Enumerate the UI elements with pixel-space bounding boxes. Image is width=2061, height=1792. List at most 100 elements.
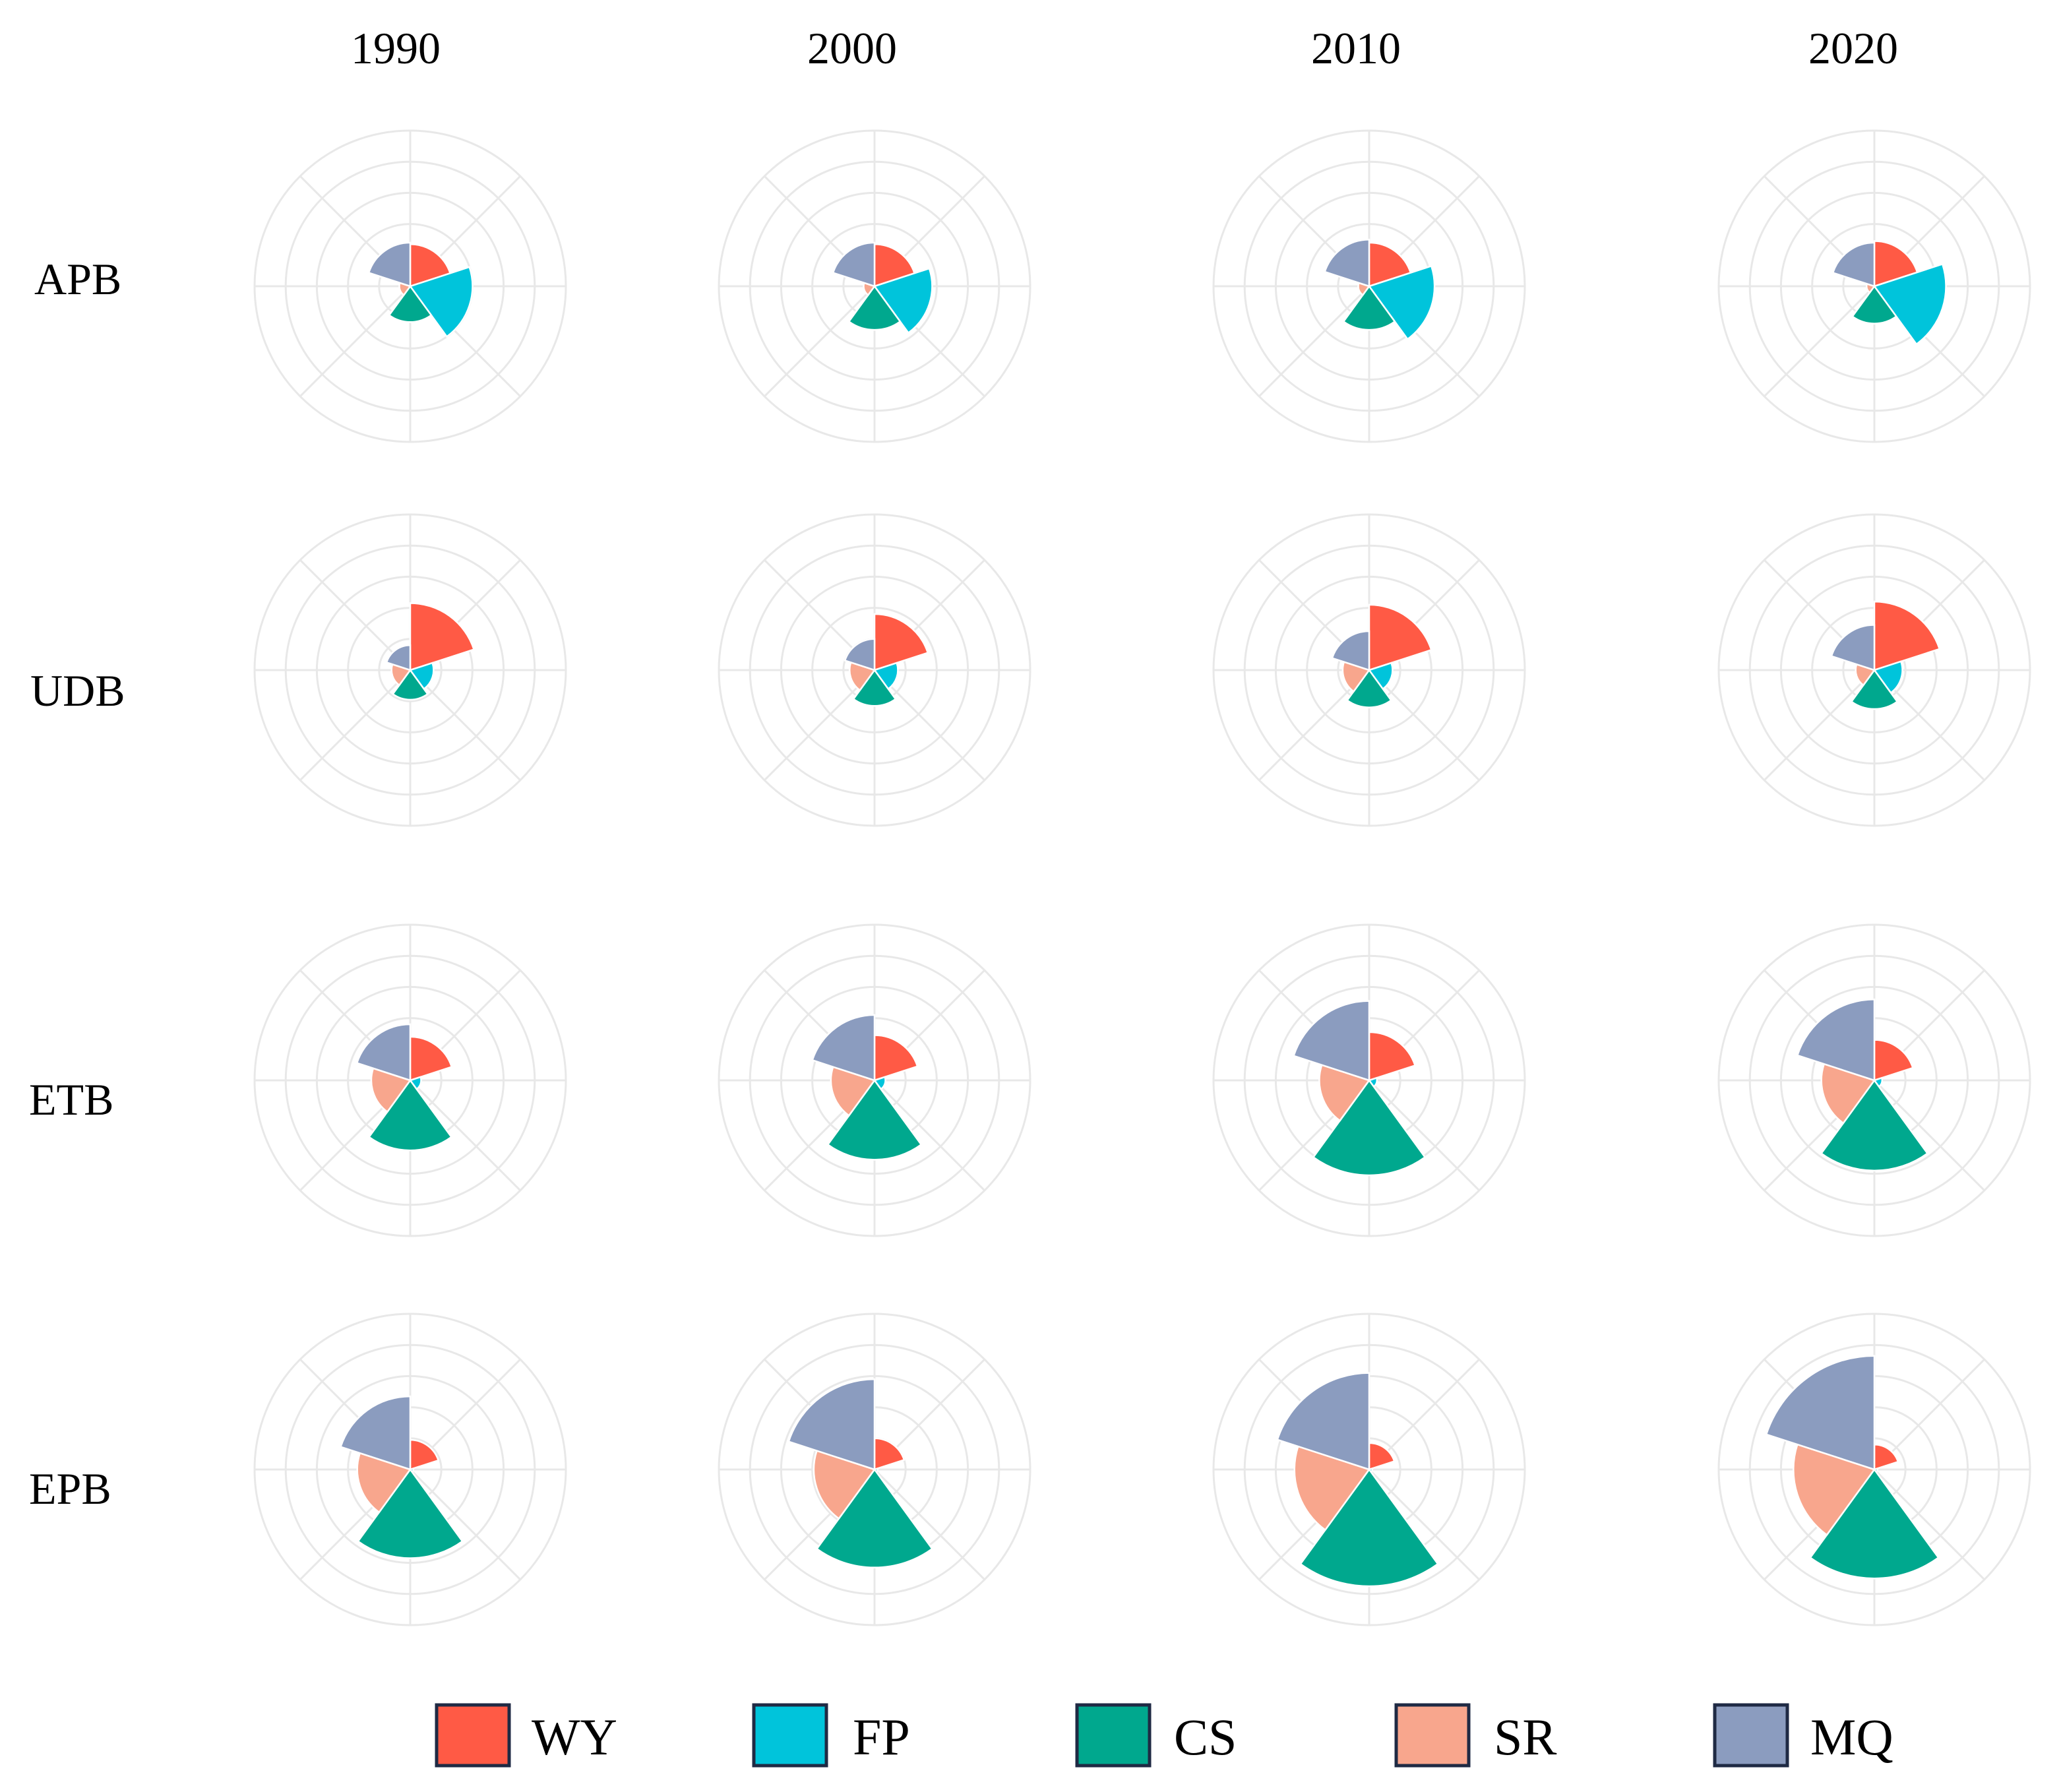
polar-panel-apb-2020 [1717,129,2031,443]
wedge-sr-etb-2000 [830,1066,877,1117]
row-label-etb: ETB [29,1074,113,1125]
legend-label-fp: FP [853,1708,910,1766]
wedge-sr-epb-2000 [813,1449,877,1520]
legend-swatch-wy [435,1703,511,1768]
wedge-mq-apb-2000 [832,241,876,288]
wedge-mq-udb-2020 [1830,624,1876,671]
grid-spoke [764,669,876,781]
polar-panel-udb-2000 [718,513,1031,827]
wedge-mq-udb-2000 [844,638,876,671]
grid-spoke [409,669,521,781]
wedge-cs-udb-2010 [1345,668,1393,708]
wedge-mq-udb-1990 [385,644,412,671]
wedge-wy-etb-2010 [1368,1031,1417,1082]
wedge-mq-apb-1990 [367,241,412,288]
polar-panel-etb-2010 [1212,923,1526,1237]
legend-item-cs: CS [1075,1703,1237,1768]
year-labels: 1990 2000 2010 2020 [351,23,1898,73]
year-label-2000: 2000 [807,23,897,73]
wedge-cs-udb-2020 [1850,668,1899,710]
wedge-mq-epb-2020 [1765,1355,1876,1471]
polar-panel-udb-1990 [253,513,567,827]
wedge-fp-apb-1990 [408,266,474,338]
wedge-wy-epb-1990 [409,1438,440,1471]
grid-spoke [873,669,985,781]
wedge-cs-udb-2000 [852,668,897,707]
wedge-mq-epb-2010 [1276,1372,1370,1471]
legend-swatch-sr [1394,1703,1471,1768]
grid-spoke [1258,285,1370,397]
grid-spoke [299,285,412,397]
wedge-cs-apb-2000 [847,284,902,331]
polar-panel-udb-2010 [1212,513,1526,827]
grid-spoke [299,559,412,671]
polar-panel-etb-2020 [1717,923,2031,1237]
wedge-sr-etb-2010 [1318,1064,1371,1122]
wedge-fp-apb-2020 [1872,263,1947,346]
grid-spoke [1873,1079,1985,1191]
year-label-2010: 2010 [1311,23,1401,73]
wedge-wy-epb-2020 [1873,1443,1899,1471]
wedge-cs-etb-2000 [826,1078,923,1161]
polar-charts-grid [253,129,2031,1626]
grid-spoke [1368,1468,1480,1580]
wedge-cs-apb-2010 [1342,284,1396,331]
wedge-cs-etb-1990 [367,1078,453,1152]
grid-spoke [409,1468,521,1580]
legend-item-mq: MQ [1713,1703,1893,1768]
wedge-cs-udb-1990 [391,668,429,701]
wedge-mq-etb-1990 [355,1023,412,1082]
wedge-cs-epb-2010 [1299,1468,1439,1588]
wedge-cs-apb-2020 [1851,284,1898,324]
wedge-mq-etb-2020 [1796,999,1876,1082]
grid-spoke [764,285,876,397]
wedge-sr-epb-2010 [1293,1445,1371,1531]
polar-panel-epb-2020 [1717,1313,2031,1626]
wedge-mq-apb-2010 [1324,238,1370,288]
wedge-sr-etb-2020 [1820,1063,1876,1125]
grid-spoke [1368,1079,1480,1191]
wedge-wy-udb-2010 [1368,603,1432,671]
wedge-fp-apb-2010 [1367,264,1436,340]
wedge-mq-epb-2000 [787,1378,876,1471]
legend-label-cs: CS [1174,1708,1237,1766]
polar-panel-apb-2010 [1212,129,1526,443]
wedge-mq-etb-2000 [811,1014,876,1082]
wedge-wy-etb-2000 [873,1034,919,1082]
year-label-2020: 2020 [1808,23,1898,73]
grid-spoke [1764,669,1876,781]
wedge-wy-etb-1990 [409,1035,453,1082]
legend-label-sr: SR [1494,1708,1556,1766]
wedge-wy-epb-2000 [873,1437,906,1471]
legend-label-mq: MQ [1810,1708,1893,1766]
grid-spoke [299,669,412,781]
grid-spoke [873,1468,985,1580]
row-label-udb: UDB [30,665,125,716]
legend-item-sr: SR [1394,1703,1556,1768]
legend-swatch-fp [752,1703,828,1768]
grid-spoke [1368,669,1480,781]
wedge-wy-udb-2000 [873,613,929,671]
wedge-cs-etb-2020 [1820,1078,1929,1172]
polar-panel-epb-2000 [718,1313,1031,1626]
wedge-wy-etb-2020 [1873,1039,1914,1082]
wedge-sr-epb-1990 [356,1452,412,1514]
wedge-cs-epb-2000 [815,1468,934,1568]
wedge-wy-epb-2010 [1368,1442,1396,1471]
polar-panel-etb-2000 [718,923,1031,1237]
wedge-sr-udb-2000 [849,661,877,692]
legend-item-wy: WY [435,1703,617,1768]
wedge-fp-apb-2000 [873,267,933,334]
polar-panel-etb-1990 [253,923,567,1237]
wedge-mq-epb-1990 [339,1395,412,1471]
polar-panel-epb-1990 [253,1313,567,1626]
grid-spoke [1764,285,1876,397]
row-label-epb: EPB [29,1464,111,1514]
wedge-mq-udb-2010 [1331,630,1370,671]
row-label-apb: APB [34,254,121,304]
legend-swatch-mq [1713,1703,1789,1768]
polar-panel-udb-2020 [1717,513,2031,827]
wedge-mq-apb-2020 [1831,241,1876,288]
wedge-wy-udb-1990 [409,602,476,671]
